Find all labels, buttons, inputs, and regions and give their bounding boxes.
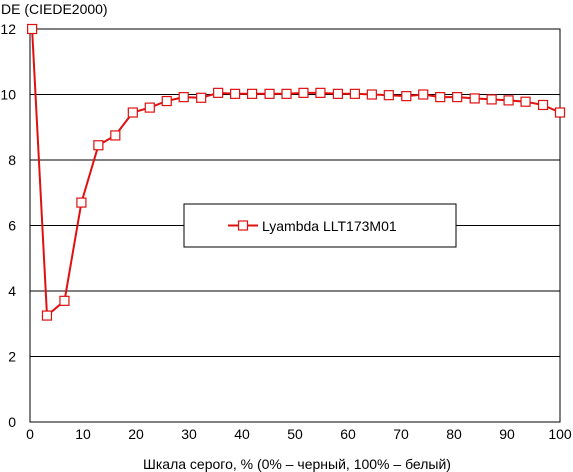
data-point-marker bbox=[127, 107, 138, 118]
data-point-marker bbox=[452, 92, 463, 103]
data-point-marker bbox=[503, 95, 514, 106]
data-point-marker bbox=[520, 96, 531, 107]
data-point-marker bbox=[144, 102, 155, 113]
data-point-marker bbox=[161, 95, 172, 107]
data-point-marker bbox=[76, 197, 87, 208]
tick-labels: 0 2 4 6 8 10 12 0 10 20 30 40 50 60 70 80 90 100 bbox=[0, 21, 571, 442]
legend: Lyambda LLT173M01 bbox=[183, 203, 457, 248]
x-tick-label: 10 bbox=[75, 426, 91, 442]
data-point-marker bbox=[264, 88, 275, 99]
y-tick-label: 6 bbox=[8, 218, 16, 234]
y-tick-label: 2 bbox=[8, 349, 16, 365]
data-point-marker bbox=[230, 88, 241, 99]
data-point-marker bbox=[27, 23, 38, 35]
data-point-marker bbox=[298, 87, 309, 98]
data-point-marker bbox=[435, 92, 446, 103]
y-tick-label: 0 bbox=[8, 414, 16, 430]
data-point-marker bbox=[41, 310, 53, 321]
data-point-marker bbox=[486, 94, 497, 105]
data-point-marker bbox=[537, 99, 549, 111]
x-axis-label: Шкала серого, % (0% – черный, 100% – бел… bbox=[143, 456, 451, 472]
x-tick-label: 100 bbox=[548, 426, 572, 442]
y-tick-label: 4 bbox=[8, 283, 16, 299]
data-point-marker bbox=[349, 88, 360, 99]
plot-area-frame bbox=[29, 28, 561, 423]
x-tick-label: 30 bbox=[181, 426, 197, 442]
x-tick-label: 70 bbox=[393, 426, 409, 442]
data-point-marker bbox=[554, 107, 566, 118]
data-point-marker bbox=[281, 88, 292, 99]
x-tick-label: 90 bbox=[499, 426, 515, 442]
data-point-marker bbox=[383, 90, 394, 101]
data-point-marker bbox=[315, 87, 326, 98]
y-axis-label: DE (CIEDE2000) bbox=[1, 1, 108, 17]
x-tick-label: 80 bbox=[446, 426, 462, 442]
x-tick-label: 0 bbox=[26, 426, 34, 442]
x-tick-label: 50 bbox=[287, 426, 303, 442]
y-tick-label: 12 bbox=[0, 21, 16, 37]
data-point-marker bbox=[213, 87, 224, 98]
data-point-marker bbox=[246, 88, 258, 99]
x-tick-label: 60 bbox=[340, 426, 356, 442]
data-point-marker bbox=[93, 140, 104, 151]
data-point-marker bbox=[366, 89, 377, 100]
x-tick-label: 40 bbox=[234, 426, 250, 442]
legend-label: Lyambda LLT173M01 bbox=[262, 218, 397, 234]
series-layer bbox=[27, 23, 566, 321]
data-point-marker bbox=[469, 93, 480, 104]
data-point-marker bbox=[110, 130, 121, 141]
series-line bbox=[31, 28, 561, 317]
data-point-marker bbox=[178, 92, 189, 103]
data-point-marker bbox=[401, 91, 412, 102]
y-tick-label: 8 bbox=[8, 152, 16, 168]
data-point-marker bbox=[196, 92, 207, 103]
x-tick-label: 20 bbox=[128, 426, 144, 442]
data-point-marker bbox=[332, 88, 344, 99]
data-point-marker bbox=[59, 295, 70, 306]
data-point-marker bbox=[418, 89, 429, 100]
legend-marker-swatch bbox=[237, 220, 249, 231]
y-tick-label: 10 bbox=[0, 87, 16, 103]
